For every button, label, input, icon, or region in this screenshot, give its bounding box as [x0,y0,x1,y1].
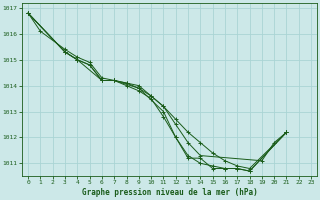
X-axis label: Graphe pression niveau de la mer (hPa): Graphe pression niveau de la mer (hPa) [82,188,258,197]
